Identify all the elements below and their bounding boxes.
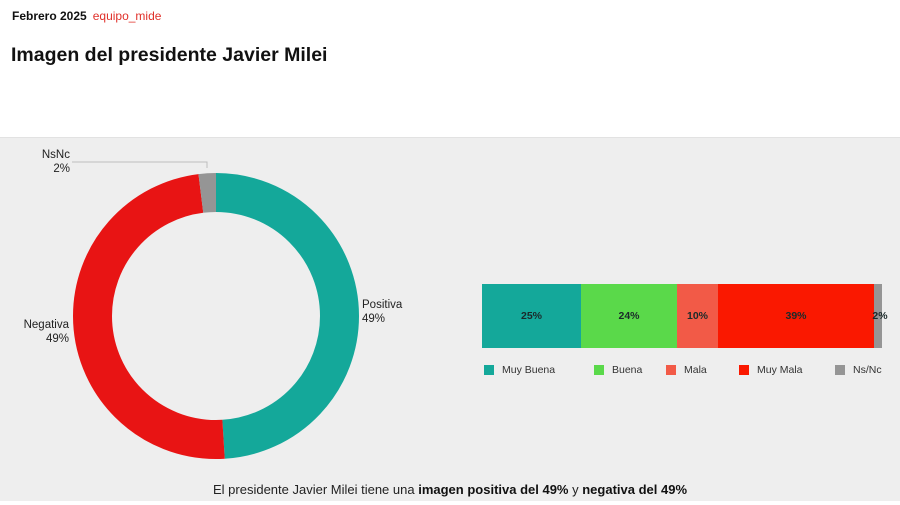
- brand-handle: equipo_mide: [92, 9, 162, 23]
- bar-segment-mala: 10%: [677, 284, 718, 348]
- page-title: Imagen del presidente Javier Milei: [11, 44, 328, 66]
- bar-label-mala: 10%: [686, 310, 708, 322]
- nsnc-name: NsNc: [41, 149, 70, 161]
- positiva-name: Positiva: [362, 299, 403, 311]
- legend-item-ns-nc: Ns/Nc: [835, 364, 882, 376]
- negativa-name: Negativa: [23, 319, 69, 331]
- legend-label-muy-mala: Muy Mala: [757, 364, 803, 376]
- bar-segment-muy-buena: 25%: [482, 284, 581, 348]
- report-header: Febrero 2025 equipo_mide: [12, 9, 161, 23]
- nsnc-value: 2%: [53, 163, 70, 175]
- legend-label-ns-nc: Ns/Nc: [853, 364, 882, 376]
- report-date: Febrero 2025: [12, 9, 87, 23]
- stacked-bar-chart: 25% 24% 10% 39% 2%: [482, 284, 888, 348]
- donut-chart: [72, 161, 359, 459]
- legend-item-muy-mala: Muy Mala: [739, 364, 803, 376]
- positiva-value: 49%: [362, 313, 386, 325]
- bar-segment-muy-mala: 39%: [718, 284, 874, 348]
- nsnc-leader-line: [72, 161, 208, 168]
- bar-label-ns-nc: 2%: [872, 310, 888, 322]
- caption-prefix: El presidente Javier Milei tiene una: [212, 482, 419, 497]
- donut-label-negativa: Negativa 49%: [10, 318, 69, 346]
- legend-item-buena: Buena: [594, 364, 642, 376]
- legend-swatch-muy-mala: [739, 365, 749, 375]
- caption-middle: y: [568, 482, 583, 497]
- donut-segment-nsnc: [73, 173, 359, 459]
- legend-swatch-ns-nc: [835, 365, 845, 375]
- donut-label-positiva: Positiva 49%: [362, 298, 402, 326]
- caption-negative: negativa del 49%: [582, 482, 688, 497]
- bar-label-muy-buena: 25%: [520, 310, 542, 322]
- legend-swatch-muy-buena: [484, 365, 494, 375]
- summary-caption: El presidente Javier Milei tiene una ima…: [0, 482, 900, 497]
- legend-label-buena: Buena: [612, 364, 643, 376]
- legend-item-muy-buena: Muy Buena: [484, 364, 555, 376]
- bar-legend: Muy Buena Buena Mala Muy Mala Ns/Nc: [482, 364, 900, 380]
- legend-swatch-mala: [666, 365, 676, 375]
- caption-positive: imagen positiva del 49%: [418, 482, 569, 497]
- legend-swatch-buena: [594, 365, 604, 375]
- donut-segment-negativa: [73, 173, 359, 459]
- legend-label-mala: Mala: [684, 364, 707, 376]
- bar-segment-buena: 24%: [581, 284, 677, 348]
- bar-label-muy-mala: 39%: [785, 310, 807, 322]
- bar-label-buena: 24%: [618, 310, 640, 322]
- bar-segment-ns-nc: 2%: [872, 284, 888, 348]
- legend-label-muy-buena: Muy Buena: [502, 364, 556, 376]
- chart-panel: NsNc 2% Negativa 49% Positiva 49% 25% 24…: [0, 137, 900, 501]
- legend-item-mala: Mala: [666, 364, 707, 376]
- negativa-value: 49%: [45, 333, 69, 345]
- donut-label-nsnc: NsNc 2%: [30, 148, 70, 176]
